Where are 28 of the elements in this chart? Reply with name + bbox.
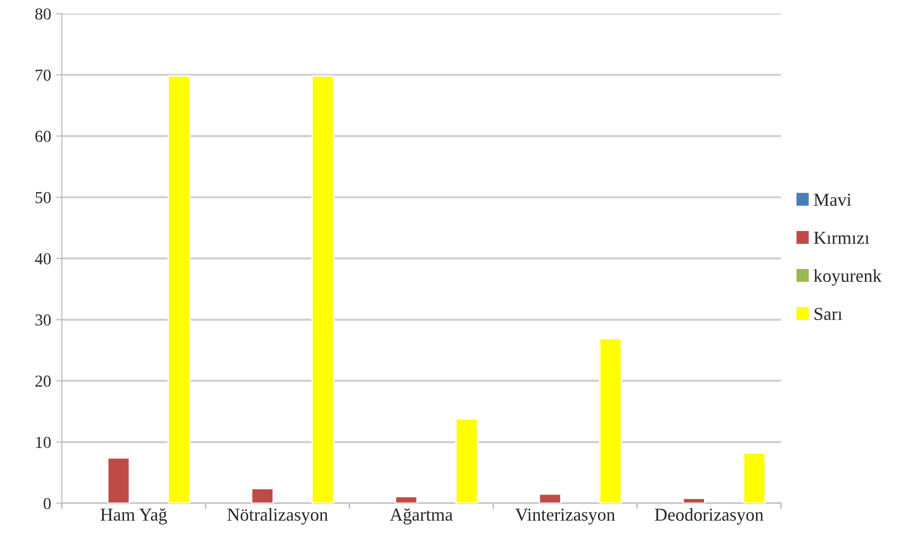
- legend-label: Sarı: [814, 308, 842, 320]
- legend-label: Mavi: [814, 194, 852, 206]
- y-tick-label: 10: [36, 436, 51, 448]
- y-tick-label: 40: [35, 253, 51, 264]
- bar: [538, 493, 562, 504]
- x-tick-label: Vinterizasyon: [515, 508, 616, 524]
- legend-label: Kırmızı: [814, 232, 870, 244]
- x-tick-label: Ağartma: [390, 508, 453, 524]
- y-tick-label: 60: [35, 130, 51, 142]
- bar: [394, 496, 418, 504]
- y-tick-label: 30: [35, 314, 51, 326]
- y-tick-label: 50: [36, 192, 51, 204]
- y-tick-label: 70: [36, 70, 51, 81]
- y-tick-label: 80: [35, 8, 51, 20]
- y-tick-label: 20: [35, 376, 51, 387]
- bar: [168, 75, 190, 504]
- bar: [107, 457, 130, 504]
- x-tick-label: Deodorizasyon: [654, 508, 764, 525]
- bar: [311, 75, 334, 504]
- bar: [682, 498, 706, 504]
- bar: [455, 418, 478, 504]
- bar: [599, 338, 622, 504]
- legend-label: koyurenk: [814, 269, 882, 286]
- x-tick-label: Nötralizasyon: [227, 508, 328, 525]
- x-tick-label: Ham Yağ: [100, 508, 167, 524]
- y-tick-label: 0: [44, 498, 51, 510]
- bar: [742, 452, 766, 504]
- bar: [250, 488, 274, 504]
